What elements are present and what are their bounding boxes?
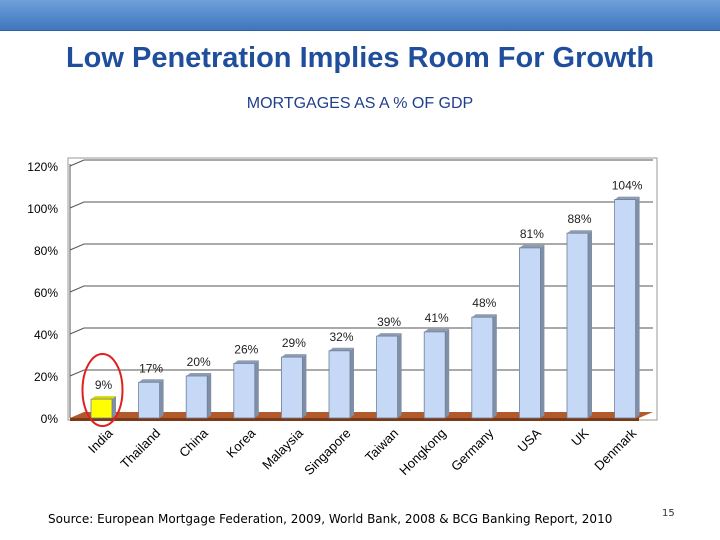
bar-top — [138, 379, 164, 383]
bar-side — [207, 373, 212, 418]
bar-value-label: 20% — [187, 355, 211, 369]
bar-top — [567, 230, 592, 234]
source-note: Source: European Mortgage Federation, 20… — [48, 512, 613, 526]
gridline — [69, 327, 653, 335]
bar — [566, 232, 589, 419]
bar — [423, 331, 446, 419]
bar-side — [159, 379, 164, 418]
floor-edge — [70, 418, 639, 421]
header-bar — [0, 0, 720, 31]
bar-top — [329, 347, 354, 351]
bar-value-label: 17% — [139, 361, 163, 375]
bar-value-label: 9% — [95, 378, 113, 392]
bar-value-label: 41% — [425, 311, 449, 325]
x-tick-label: Malaysia — [259, 425, 306, 472]
bar-side — [112, 396, 116, 418]
bar-side — [254, 360, 259, 418]
bar — [185, 375, 208, 419]
chart-title: MORTGAGES AS A % OF GDP — [246, 95, 474, 112]
bar-value-label: 29% — [282, 336, 306, 350]
bar-value-label: 88% — [567, 212, 591, 226]
bar-top — [281, 354, 307, 358]
y-tick-label: 100% — [27, 202, 58, 216]
bar-side — [492, 314, 497, 418]
y-tick-label: 60% — [34, 286, 58, 300]
gridline — [69, 243, 653, 251]
y-tick-label: 120% — [27, 160, 58, 174]
y-tick-label: 40% — [34, 328, 58, 342]
bar-chart: 0% 20% 40% 60% 80% 100% 120% 9% India 17% Thailand… — [27, 157, 658, 479]
bar-side — [540, 244, 545, 418]
x-tick-label: UK — [568, 425, 592, 449]
y-tick-label: 80% — [34, 244, 58, 258]
x-tick-label: Germany — [448, 425, 497, 474]
x-tick-label: China — [176, 425, 211, 460]
bar-value-label: 81% — [520, 227, 544, 241]
bar-top — [376, 333, 402, 337]
bar — [614, 199, 636, 419]
bar-side — [397, 333, 402, 418]
bar-top — [471, 314, 497, 318]
x-tick-label: USA — [515, 425, 545, 455]
y-tick-label: 0% — [41, 412, 59, 426]
gridline — [69, 285, 653, 293]
bar — [328, 350, 351, 419]
slide-title: Low Penetration Implies Room For Growth — [65, 42, 655, 74]
bar-top — [91, 396, 116, 400]
x-tick-label: Taiwan — [362, 426, 401, 465]
gridline — [69, 201, 653, 209]
bar-side — [588, 230, 592, 418]
bar-side — [445, 328, 450, 418]
highlight-circle — [81, 353, 124, 427]
x-tick-label: Singapore — [301, 426, 354, 479]
bar-top — [233, 360, 259, 364]
x-tick-label: Hongkong — [396, 426, 449, 479]
bar — [376, 335, 399, 419]
bar — [280, 356, 303, 419]
bar — [471, 316, 494, 419]
gridline — [69, 159, 653, 167]
y-tick-label: 20% — [34, 370, 58, 384]
bar — [90, 398, 113, 419]
bar-side — [635, 196, 640, 418]
bar — [519, 247, 541, 419]
gridline — [69, 369, 653, 377]
bar-value-label: 26% — [234, 342, 258, 356]
bar-top — [519, 244, 545, 248]
bar — [138, 381, 161, 419]
bar-value-label: 39% — [377, 315, 401, 329]
bar — [233, 362, 256, 419]
bar-value-label: 104% — [612, 179, 643, 193]
bar-value-label: 32% — [329, 330, 353, 344]
bar-top — [186, 373, 212, 376]
chart-floor — [70, 412, 653, 418]
bar-side — [350, 347, 354, 418]
bar-top — [614, 196, 640, 200]
bar-side — [302, 354, 307, 418]
x-tick-label: Korea — [223, 425, 259, 461]
x-tick-label: Denmark — [591, 425, 639, 473]
page-number: 15 — [662, 508, 675, 519]
x-tick-label: Thailand — [117, 426, 163, 472]
bar-value-label: 48% — [472, 296, 496, 310]
x-tick-label: India — [85, 425, 116, 456]
bar-top — [424, 328, 450, 332]
